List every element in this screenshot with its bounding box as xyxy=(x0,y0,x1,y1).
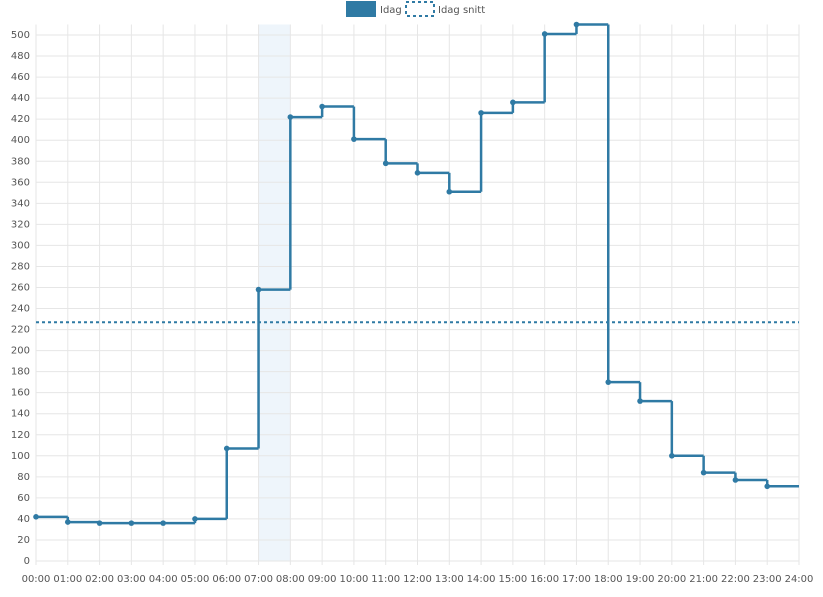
y-tick-label: 80 xyxy=(17,472,30,483)
y-tick-label: 360 xyxy=(11,177,30,188)
x-tick-label: 08:00 xyxy=(276,574,305,585)
x-tick-label: 18:00 xyxy=(594,574,623,585)
x-tick-label: 20:00 xyxy=(657,574,686,585)
current-hour-band xyxy=(258,24,291,561)
x-tick-label: 23:00 xyxy=(753,574,782,585)
y-tick-label: 420 xyxy=(11,114,30,125)
y-tick-label: 220 xyxy=(11,325,30,336)
legend-label: Idag snitt xyxy=(438,5,485,16)
legend-label: Idag xyxy=(380,5,402,16)
data-point xyxy=(192,516,198,522)
data-point xyxy=(669,453,675,459)
data-point xyxy=(732,477,739,483)
data-point xyxy=(128,520,135,526)
y-tick-label: 300 xyxy=(11,240,30,251)
x-tick-label: 22:00 xyxy=(721,574,750,585)
data-point xyxy=(700,469,707,476)
legend-swatch xyxy=(405,1,435,17)
data-point xyxy=(510,99,516,106)
data-point xyxy=(573,21,580,28)
data-point xyxy=(637,398,643,404)
legend: Idag Idag snitt xyxy=(346,1,485,17)
data-point xyxy=(287,114,294,120)
y-tick-label: 20 xyxy=(17,535,30,546)
data-point xyxy=(605,379,612,385)
y-tick-label: 0 xyxy=(24,556,30,567)
y-tick-label: 40 xyxy=(17,514,30,525)
y-tick-label: 460 xyxy=(11,72,30,83)
data-point xyxy=(64,519,71,525)
x-tick-label: 04:00 xyxy=(149,574,178,585)
y-tick-label: 500 xyxy=(11,30,30,41)
x-tick-label: 01:00 xyxy=(53,574,82,585)
data-point xyxy=(160,520,166,526)
x-tick-label: 24:00 xyxy=(785,574,814,585)
data-point xyxy=(351,136,357,142)
y-tick-label: 340 xyxy=(11,198,30,209)
y-tick-label: 200 xyxy=(11,346,30,357)
x-tick-label: 00:00 xyxy=(22,574,51,585)
x-tick-label: 06:00 xyxy=(212,574,241,585)
data-point xyxy=(382,160,389,167)
y-tick-label: 440 xyxy=(11,93,30,104)
x-tick-label: 14:00 xyxy=(467,574,496,585)
data-point xyxy=(414,170,421,176)
x-tick-label: 11:00 xyxy=(371,574,400,585)
x-tick-label: 10:00 xyxy=(340,574,369,585)
y-tick-label: 160 xyxy=(11,388,30,399)
y-tick-label: 100 xyxy=(11,451,30,462)
x-tick-label: 17:00 xyxy=(562,574,591,585)
y-tick-label: 280 xyxy=(11,261,30,272)
x-tick-label: 02:00 xyxy=(85,574,114,585)
x-tick-label: 03:00 xyxy=(117,574,146,585)
data-point xyxy=(446,188,453,195)
data-point xyxy=(319,103,325,110)
data-point xyxy=(255,286,262,293)
x-tick-label: 12:00 xyxy=(403,574,432,585)
data-point xyxy=(764,483,771,490)
data-point xyxy=(33,514,39,520)
x-tick-label: 16:00 xyxy=(530,574,559,585)
x-tick-label: 13:00 xyxy=(435,574,464,585)
data-point xyxy=(223,445,230,452)
x-tick-label: 07:00 xyxy=(244,574,273,585)
y-tick-label: 140 xyxy=(11,409,30,420)
y-tick-label: 60 xyxy=(17,493,30,504)
x-tick-label: 15:00 xyxy=(498,574,527,585)
y-tick-label: 320 xyxy=(11,219,30,230)
x-tick-label: 19:00 xyxy=(626,574,655,585)
y-tick-label: 400 xyxy=(11,135,30,146)
y-tick-label: 120 xyxy=(11,430,30,441)
x-tick-label: 05:00 xyxy=(181,574,210,585)
y-tick-label: 240 xyxy=(11,304,30,315)
y-tick-label: 380 xyxy=(11,156,30,167)
data-point xyxy=(96,520,103,526)
legend-swatch xyxy=(346,1,376,17)
data-point xyxy=(478,110,484,116)
y-tick-label: 480 xyxy=(11,51,30,62)
data-point xyxy=(541,31,548,37)
y-tick-label: 260 xyxy=(11,282,30,293)
y-tick-label: 180 xyxy=(11,367,30,378)
x-tick-label: 21:00 xyxy=(689,574,718,585)
x-tick-label: 09:00 xyxy=(308,574,337,585)
